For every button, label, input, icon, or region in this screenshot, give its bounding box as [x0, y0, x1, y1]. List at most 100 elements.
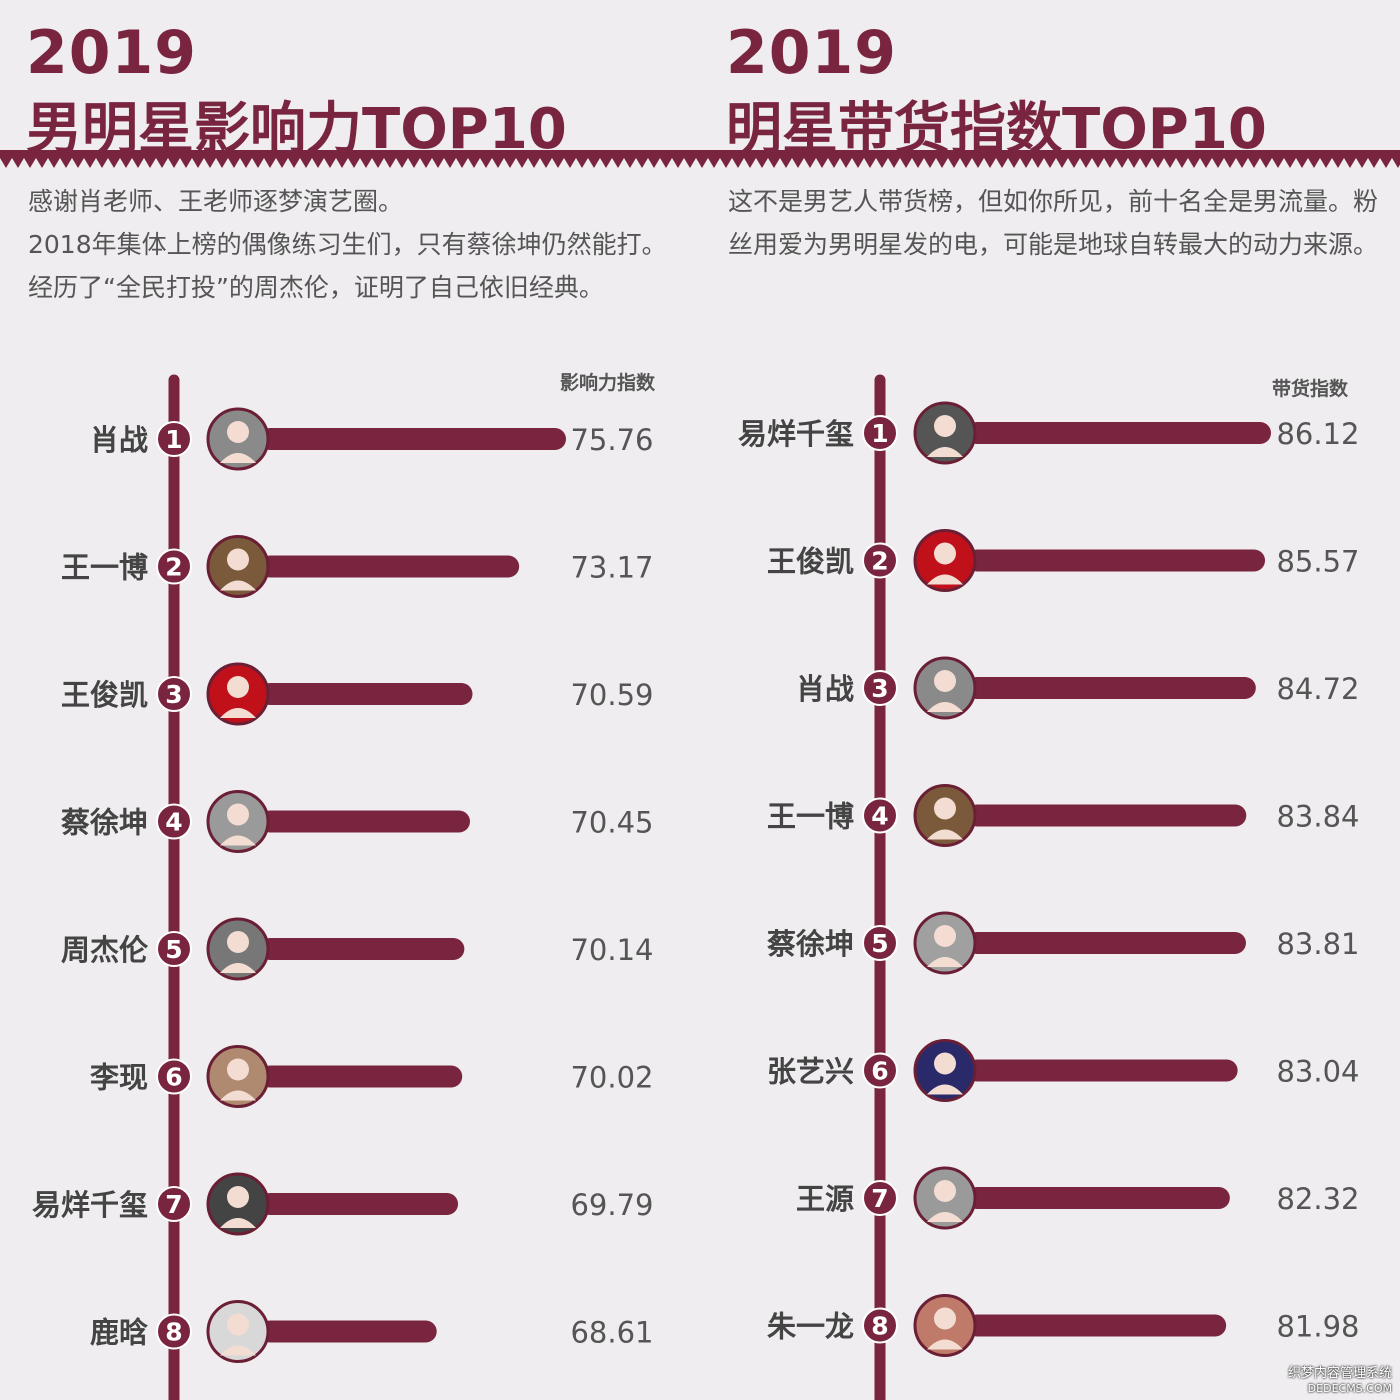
chart-row: 2 王俊凯 85.57: [767, 529, 1360, 592]
chart-row: 4 蔡徐坤 70.45: [61, 790, 654, 853]
watermark: 织梦内容管理系统 DEDECMS.COM: [1288, 1366, 1392, 1396]
avatar-body-icon: [927, 574, 963, 585]
avatar-body-icon: [927, 1084, 963, 1095]
rank-badge: [156, 676, 192, 712]
avatar-face-icon: [934, 1307, 956, 1330]
chart-row: 5 蔡徐坤 83.81: [767, 911, 1360, 975]
zigzag-divider: [0, 150, 1400, 168]
influence-description-line-2: 2018年集体上榜的偶像练习生们，只有蔡徐坤仍然能打。经历了“全民打投”的周杰伦…: [28, 230, 667, 302]
chart-row: 3 肖战 84.72: [796, 656, 1360, 720]
rank-number: 5: [165, 935, 182, 964]
chart-row: 8 鹿晗 68.61: [90, 1300, 654, 1363]
avatar-body-icon: [220, 708, 256, 718]
star-name-label: 王俊凯: [61, 678, 148, 712]
avatar-face-icon: [227, 421, 249, 443]
avatar-body-icon: [220, 835, 256, 846]
star-name-label: 肖战: [90, 423, 148, 457]
rank-badge: [156, 1186, 192, 1222]
rank-badge: [156, 931, 192, 967]
avatar-face-icon: [934, 797, 956, 820]
avatar-face-icon: [934, 1052, 956, 1075]
influence-panel: 2019 男明星影响力TOP10 感谢肖老师、王老师逐梦演艺圈。 2018年集体…: [26, 18, 667, 1400]
avatar-body-icon: [220, 1090, 256, 1101]
avatar-face-icon: [934, 670, 956, 692]
avatar-face-icon: [934, 925, 956, 947]
rank-badge: [862, 797, 898, 834]
sales-chart: 1 易烊千玺 86.12 2 王俊凯 85.57 3 肖战 84.72 4 王一博 83.84 5 蔡徐坤…: [738, 374, 1360, 1400]
avatar-face-icon: [227, 548, 249, 571]
sales-description: 这不是男艺人带货榜，但如你所见，前十名全是男流量。粉丝用爱为男明星发的电，可能是…: [728, 180, 1378, 266]
avatar-body-icon: [927, 702, 963, 712]
rank-badge: [862, 925, 898, 961]
rank-badge: [862, 1307, 898, 1344]
avatar-face-icon: [227, 1058, 249, 1081]
influence-chart: 1 肖战 75.76 2 王一博 73.17 3 王俊凯 70.59 4 蔡徐坤 70.45 5 周杰伦 7…: [32, 374, 654, 1400]
avatar-face-icon: [227, 1186, 249, 1208]
rank-number: 2: [871, 547, 888, 576]
star-name-label: 肖战: [796, 672, 854, 706]
chart-row: 1 易烊千玺 86.12: [738, 401, 1360, 465]
influence-index-label: 影响力指数: [560, 372, 656, 394]
star-name-label: 张艺兴: [767, 1055, 854, 1089]
star-name-label: 王源: [796, 1182, 854, 1216]
zigzag-band: [0, 150, 1400, 158]
rank-number: 3: [871, 674, 888, 703]
rank-badge: [156, 421, 192, 457]
rank-number: 6: [165, 1063, 182, 1092]
star-name-label: 王俊凯: [767, 545, 854, 579]
value-label: 86.12: [1276, 417, 1359, 451]
rank-badge: [862, 415, 898, 451]
rank-badge: [156, 803, 192, 840]
rank-number: 7: [871, 1184, 888, 1213]
avatar-face-icon: [934, 415, 956, 437]
rank-number: 7: [165, 1190, 182, 1219]
avatar-body-icon: [220, 453, 256, 463]
chart-row: 7 易烊千玺 69.79: [32, 1172, 654, 1236]
value-label: 70.02: [570, 1061, 653, 1095]
rank-badge: [156, 1058, 192, 1095]
rank-badge: [156, 548, 192, 585]
sales-year: 2019: [726, 18, 897, 88]
sales-title: 明星带货指数TOP10: [726, 97, 1267, 162]
rank-number: 5: [871, 929, 888, 958]
avatar-face-icon: [934, 1180, 956, 1202]
rank-number: 6: [871, 1057, 888, 1086]
rank-badge: [862, 1180, 898, 1216]
avatar-face-icon: [227, 1313, 249, 1336]
watermark-line-2: DEDECMS.COM: [1307, 1382, 1392, 1395]
rank-number: 1: [871, 419, 888, 448]
value-label: 69.79: [570, 1188, 653, 1222]
rank-badge: [862, 670, 898, 706]
value-label: 70.14: [570, 933, 653, 967]
rank-number: 3: [165, 680, 182, 709]
chart-row: 1 肖战 75.76: [90, 407, 654, 471]
star-name-label: 蔡徐坤: [767, 927, 854, 961]
avatar-body-icon: [927, 447, 963, 457]
star-name-label: 易烊千玺: [738, 417, 854, 451]
chart-row: 7 王源 82.32: [796, 1166, 1360, 1230]
watermark-line-1: 织梦内容管理系统: [1287, 1366, 1392, 1381]
avatar-face-icon: [227, 803, 249, 826]
value-label: 75.76: [570, 423, 653, 457]
value-label: 82.32: [1276, 1182, 1359, 1216]
star-name-label: 蔡徐坤: [61, 806, 148, 840]
avatar-body-icon: [927, 1212, 963, 1222]
value-label: 68.61: [570, 1316, 653, 1350]
chart-row: 3 王俊凯 70.59: [61, 662, 654, 726]
avatar-body-icon: [220, 1345, 256, 1356]
star-name-label: 王一博: [767, 800, 854, 834]
star-name-label: 周杰伦: [61, 933, 149, 967]
avatar-face-icon: [934, 542, 956, 565]
star-name-label: 朱一龙: [767, 1310, 854, 1344]
rank-number: 2: [165, 553, 182, 582]
star-name-label: 鹿晗: [90, 1316, 148, 1350]
influence-year: 2019: [26, 18, 197, 88]
value-label: 83.84: [1276, 800, 1359, 834]
value-label: 70.45: [570, 806, 653, 840]
chart-row: 8 朱一龙 81.98: [767, 1294, 1360, 1357]
influence-title: 男明星影响力TOP10: [26, 97, 567, 162]
zigzag-teeth: [0, 158, 1400, 168]
value-label: 70.59: [570, 678, 653, 712]
value-label: 81.98: [1276, 1310, 1359, 1344]
influence-description-line-1: 感谢肖老师、王老师逐梦演艺圈。: [28, 187, 404, 216]
